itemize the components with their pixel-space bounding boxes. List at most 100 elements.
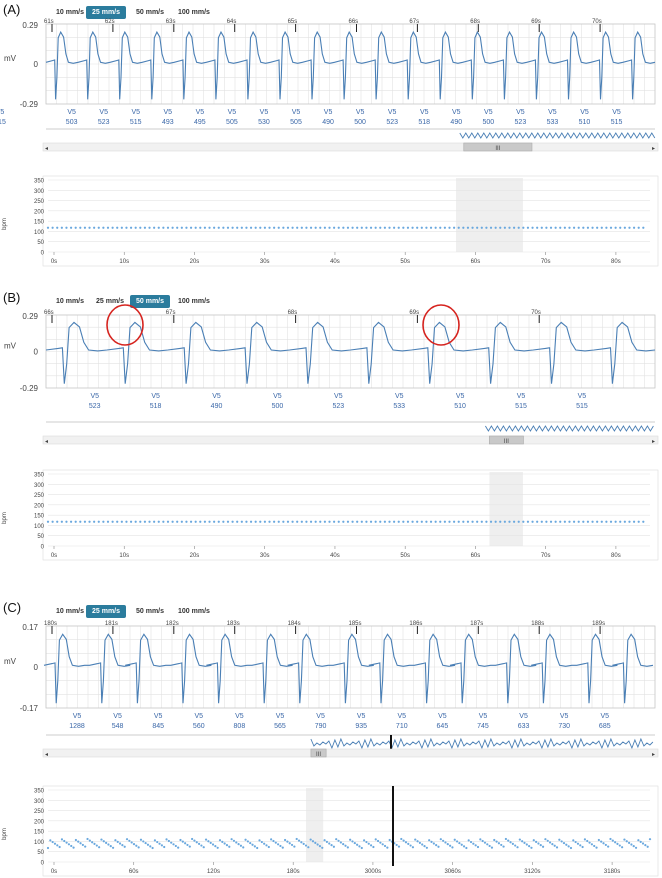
hr-point — [120, 226, 123, 229]
hr-point — [79, 226, 82, 229]
speed-25-button[interactable]: 25 mm/s — [96, 298, 125, 305]
scrollbar-grip: III — [495, 146, 500, 152]
speed-10-button[interactable]: 10 mm/s — [56, 9, 85, 16]
speed-50-button[interactable]: 50 mm/s — [136, 608, 165, 615]
lead-label: V5 — [164, 109, 173, 116]
hr-point — [297, 839, 301, 842]
x-tick-label: 0s — [51, 259, 57, 265]
hr-point — [342, 843, 345, 846]
y-axis-label: mV — [4, 657, 17, 666]
hr-point — [95, 844, 98, 847]
hr-point — [291, 226, 294, 229]
hr-point — [197, 842, 201, 845]
hr-point — [337, 839, 340, 842]
hr-point — [46, 520, 50, 523]
y-tick-label: 50 — [37, 240, 44, 246]
hr-point — [258, 839, 261, 842]
hr-point — [605, 226, 608, 229]
hr-point — [177, 846, 180, 849]
hr-point — [277, 843, 280, 846]
hr-point — [300, 226, 303, 229]
time-mark-label: 184s — [288, 621, 301, 627]
hr-point — [318, 845, 322, 848]
hr-point — [439, 226, 442, 229]
hr-point — [365, 840, 368, 844]
hr-point — [259, 226, 262, 229]
lead-label: V5 — [154, 713, 163, 720]
navigator-waveform — [310, 737, 654, 750]
hr-point — [614, 520, 617, 523]
speed-25-button[interactable]: 25 mm/s — [86, 605, 127, 618]
scroll-left-arrow: ◂ — [45, 752, 48, 758]
hr-point — [458, 841, 461, 845]
y-tick-label: 350 — [34, 179, 45, 185]
navigator[interactable]: ◂ ▸ III — [0, 127, 662, 153]
hr-point — [296, 520, 299, 523]
hr-point — [545, 226, 548, 229]
speed-100-button[interactable]: 100 mm/s — [178, 9, 210, 16]
speed-25-button[interactable]: 25 mm/s — [86, 6, 127, 19]
hr-point — [568, 226, 571, 229]
rr-interval-label: 515 — [515, 403, 527, 410]
hr-point — [514, 844, 517, 847]
navigator[interactable]: ◂ ▸ III — [0, 420, 662, 446]
hr-point — [632, 226, 636, 229]
x-tick-label: 60s — [129, 869, 139, 875]
speed-100-button[interactable]: 100 mm/s — [178, 298, 210, 305]
speed-10-button[interactable]: 10 mm/s — [56, 608, 85, 615]
hr-point — [365, 226, 368, 229]
scroll-right-arrow: ▸ — [652, 752, 655, 758]
hr-point — [180, 520, 183, 523]
hr-point — [309, 226, 313, 229]
hr-point — [185, 226, 188, 229]
hr-point — [504, 837, 507, 841]
hr-point — [189, 520, 193, 523]
hr-point — [397, 520, 400, 523]
hr-point — [448, 520, 451, 523]
hr-point — [551, 843, 554, 846]
chart-frame — [42, 175, 659, 267]
hr-point — [512, 520, 516, 523]
hr-point — [600, 520, 603, 523]
hr-point — [98, 846, 101, 849]
hr-point — [148, 520, 151, 523]
hr-point — [569, 846, 573, 850]
y-tick-label: 250 — [34, 493, 45, 499]
x-tick-label: 20s — [190, 553, 200, 559]
hr-point — [74, 226, 77, 229]
hr-point — [311, 840, 315, 843]
speed-10-button[interactable]: 10 mm/s — [56, 298, 85, 305]
time-mark-label: 66s — [349, 19, 359, 25]
hr-point — [191, 837, 194, 841]
hr-point — [582, 226, 585, 229]
rr-interval-label: 503 — [66, 119, 78, 126]
hr-point — [221, 840, 224, 843]
rr-interval-label: 745 — [477, 723, 489, 730]
lead-label: V5 — [548, 109, 557, 116]
navigator[interactable]: ◂ ▸ III — [0, 733, 662, 759]
hr-point — [74, 520, 77, 523]
speed-100-button[interactable]: 100 mm/s — [178, 608, 210, 615]
hr-point — [402, 839, 405, 842]
hr-point — [586, 520, 590, 523]
hr-point — [637, 839, 640, 842]
ecg-strip: 0.29 0 -0.29 mV 66s 67s 68s 69s 70s V5 523 V5 518 V5 4… — [4, 304, 656, 410]
selection-band — [306, 788, 324, 862]
hr-point — [260, 840, 263, 844]
speed-50-button[interactable]: 50 mm/s — [136, 9, 165, 16]
hr-point — [46, 226, 50, 229]
y-tick-label: 0.29 — [22, 312, 38, 321]
hr-point — [616, 842, 619, 845]
hr-point — [144, 841, 147, 845]
hr-point — [494, 520, 497, 523]
hr-point — [165, 838, 168, 841]
hr-point — [476, 520, 479, 523]
ecg-strip: 0.17 0 -0.17 mV 180s 181s 182s 183s 184s 185s 186s… — [4, 621, 656, 730]
hr-point — [209, 841, 212, 844]
lead-label: V5 — [452, 109, 461, 116]
hr-point — [199, 520, 202, 523]
hr-point — [600, 840, 603, 843]
time-mark-label: 65s — [288, 19, 298, 25]
speed-50-button[interactable]: 50 mm/s — [130, 295, 171, 308]
x-tick-label: 10s — [119, 553, 129, 559]
